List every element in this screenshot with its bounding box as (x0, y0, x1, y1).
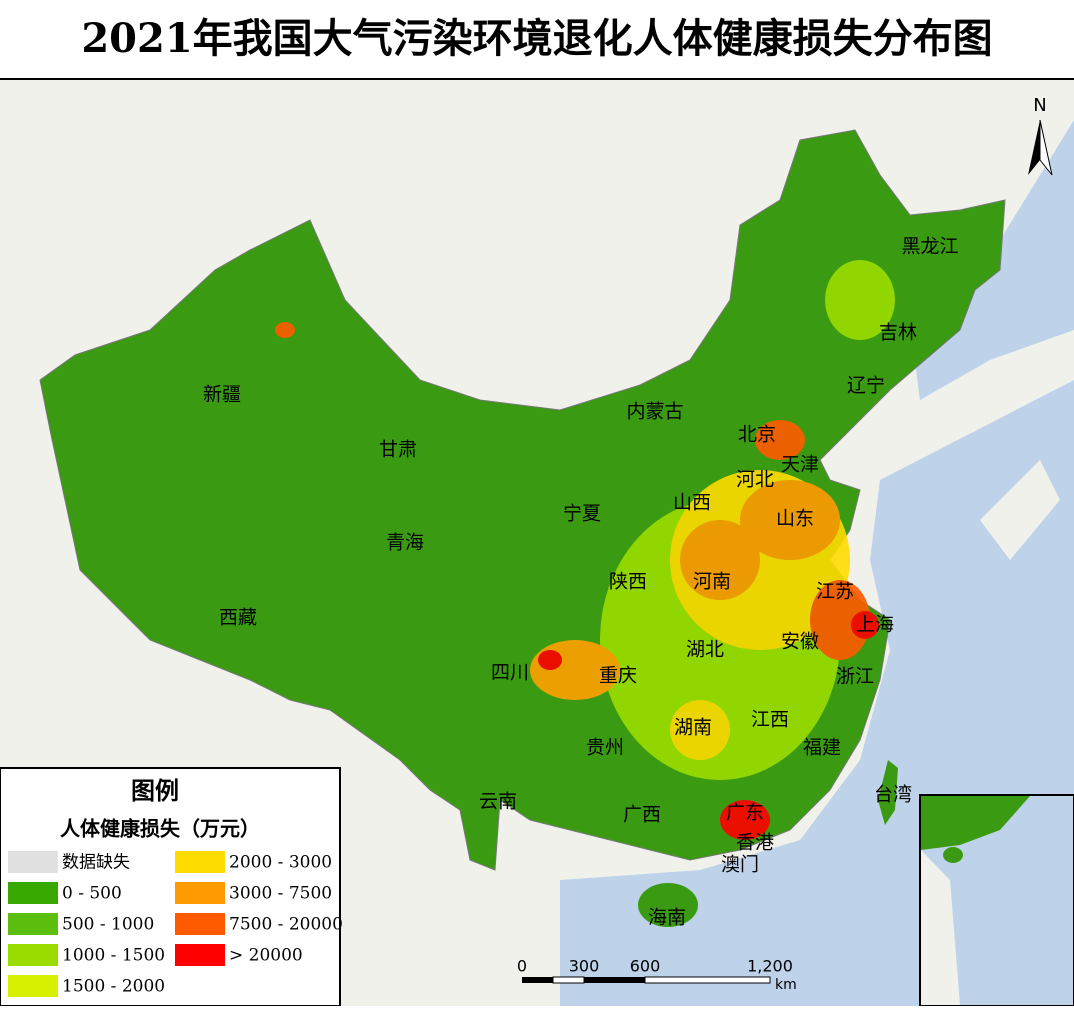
hotspot (538, 650, 562, 670)
region-label: 海南 (648, 907, 686, 929)
region-label: 辽宁 (847, 375, 885, 397)
inset-neighbor (921, 850, 960, 1005)
hotspot (275, 322, 295, 338)
region-label: 四川 (491, 662, 529, 684)
scale-segment (522, 977, 553, 983)
legend-swatch (175, 913, 225, 935)
korea-japan (980, 460, 1060, 560)
legend-label: 1000 - 1500 (62, 946, 165, 966)
scale-label: 300 (569, 957, 600, 976)
map-title: 2021年我国大气污染环境退化人体健康损失分布图 (81, 15, 992, 62)
legend-label: 1500 - 2000 (62, 977, 165, 997)
region-label: 浙江 (836, 666, 874, 688)
scale-unit: km (775, 977, 797, 993)
region-label: 台湾 (874, 784, 912, 806)
region-label: 天津 (781, 454, 819, 476)
region-label: 福建 (803, 737, 841, 759)
hotspot (740, 480, 840, 560)
legend-swatch (175, 882, 225, 904)
legend-label: 3000 - 7500 (229, 884, 332, 904)
region-label: 广西 (623, 804, 661, 826)
inset-land (921, 796, 1030, 850)
region-label: 湖南 (674, 717, 712, 739)
region-label: 澳门 (721, 854, 759, 876)
legend-swatch (175, 851, 225, 873)
region-label: 广东 (726, 802, 764, 824)
region-label: 香港 (736, 832, 774, 854)
region-label: 云南 (479, 791, 517, 813)
legend-swatch (8, 913, 58, 935)
region-label: 贵州 (586, 737, 624, 759)
region-label: 重庆 (599, 665, 637, 687)
scale-segment (644, 976, 771, 984)
inset-map (919, 794, 1074, 1007)
region-label: 江苏 (816, 581, 854, 603)
legend-label: 数据缺失 (62, 853, 130, 873)
region-label: 黑龙江 (901, 236, 958, 258)
legend-label: 7500 - 20000 (229, 915, 343, 935)
north-arrow-left (1028, 120, 1040, 175)
taiwan-island (878, 760, 898, 825)
region-label: 内蒙古 (626, 401, 683, 423)
scale-segment (584, 977, 645, 983)
hotspot (810, 580, 870, 660)
hotspot (720, 800, 770, 840)
inset-hainan (943, 847, 963, 863)
region-label: 安徽 (781, 631, 819, 653)
north-label: N (1033, 95, 1046, 116)
legend-swatch (175, 944, 225, 966)
hotspot (670, 700, 730, 760)
region-label: 湖北 (686, 639, 724, 661)
legend-items: 数据缺失 0 - 500 500 - 1000 1000 - 1500 1500 - 2… (8, 851, 343, 997)
legend-title: 图例 (131, 777, 179, 805)
legend-label: 500 - 1000 (62, 915, 154, 935)
scale-segment (552, 976, 585, 984)
north-arrow: N (1028, 95, 1053, 176)
region-label: 上海 (856, 614, 894, 636)
region-label: 北京 (738, 424, 776, 446)
legend-swatch (8, 882, 58, 904)
region-label: 河南 (693, 571, 731, 593)
scale-label: 600 (630, 957, 661, 976)
legend: 图例 人体健康损失（万元） 数据缺失 0 - 500 500 - 1000 1000 … (0, 767, 343, 1007)
hotspots (275, 260, 895, 840)
region-label: 宁夏 (563, 503, 601, 525)
region-label: 江西 (751, 709, 789, 731)
region-label: 山东 (776, 508, 814, 530)
region-label: 河北 (736, 469, 774, 491)
legend-label: > 20000 (229, 946, 303, 966)
hotspot (825, 260, 895, 340)
north-arrow-right (1039, 119, 1053, 176)
legend-subtitle: 人体健康损失（万元） (60, 817, 260, 841)
region-label: 吉林 (879, 322, 917, 344)
legend-swatch (8, 851, 58, 873)
scale-label: 1,200 (747, 957, 793, 976)
legend-swatch (8, 975, 58, 997)
hotspot (851, 611, 879, 639)
legend-label: 0 - 500 (62, 884, 122, 904)
hainan-island (638, 883, 698, 927)
hotspot (755, 420, 805, 460)
map-frame (0, 80, 1074, 1006)
region-label: 西藏 (219, 607, 257, 629)
region-label: 甘肃 (379, 439, 417, 461)
region-label: 青海 (386, 532, 424, 554)
region-label: 新疆 (203, 384, 241, 406)
scale-label: 0 (517, 957, 527, 976)
legend-label: 2000 - 3000 (229, 853, 332, 873)
region-label: 山西 (673, 492, 711, 514)
region-label: 陕西 (609, 571, 647, 593)
hotspot (680, 520, 760, 600)
legend-swatch (8, 944, 58, 966)
